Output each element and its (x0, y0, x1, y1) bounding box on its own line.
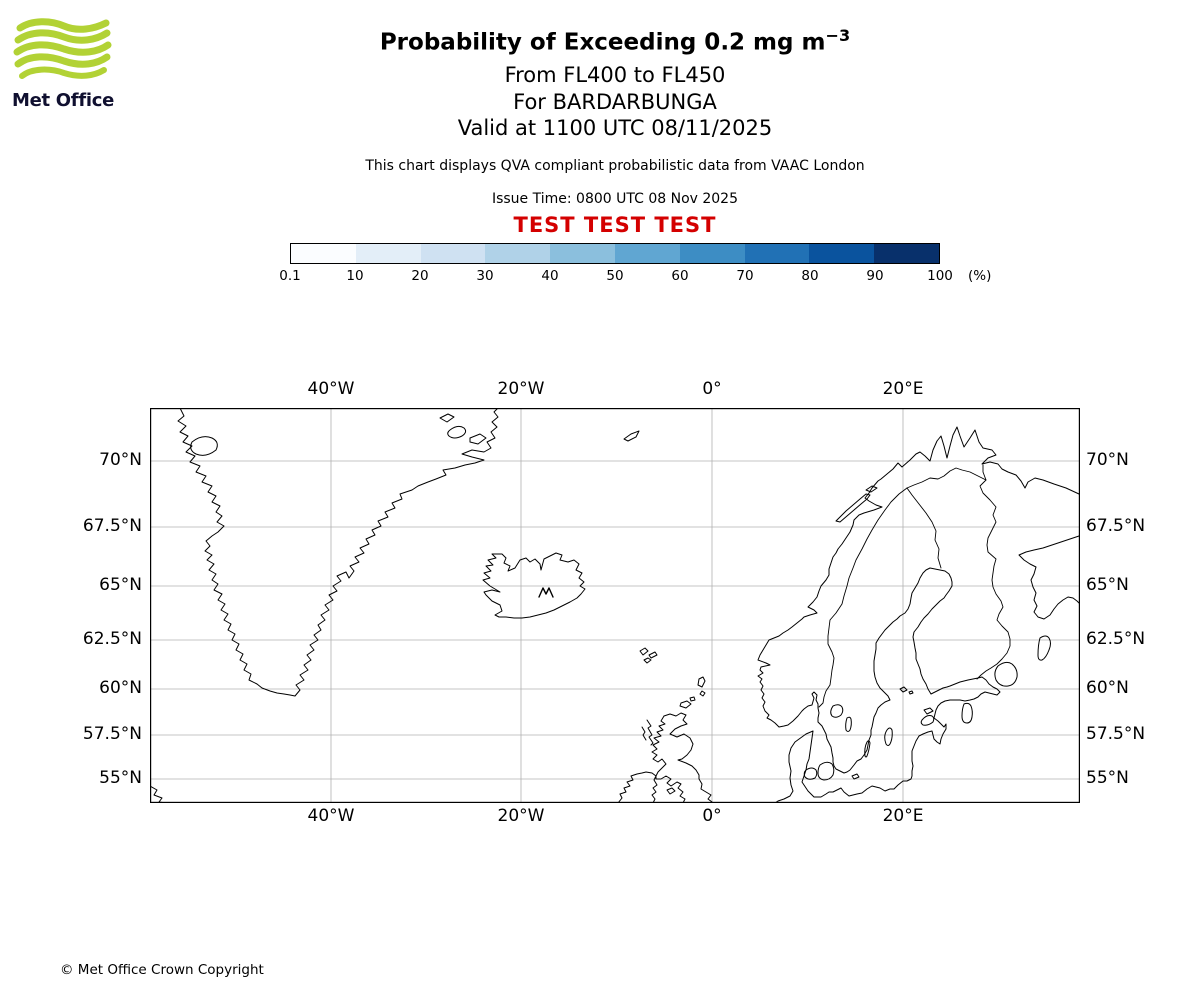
coastline-greenland (177, 407, 499, 697)
coastline-jan-mayen (623, 430, 640, 442)
axis-label-left: 57.5°N (82, 724, 142, 744)
colorbar-segment (291, 244, 356, 263)
colorbar-segment (679, 244, 745, 263)
chart-title: Probability of Exceeding 0.2 mg m−3 (0, 26, 1200, 56)
colorbar-tick-label: 20 (411, 268, 429, 284)
colorbar-tick-label: 80 (801, 268, 819, 284)
coastline-faroes (639, 647, 658, 664)
colorbar-tick-label: 60 (671, 268, 689, 284)
colorbar-segment (744, 244, 810, 263)
coastline-british-isles (617, 712, 713, 804)
axis-label-bottom: 20°W (497, 806, 545, 826)
colorbar-segment (355, 244, 421, 263)
colorbar-tick-label: 30 (476, 268, 494, 284)
grid-lines (150, 408, 1080, 803)
chart-description: This chart displays QVA compliant probab… (365, 158, 865, 174)
axis-label-left: 60°N (99, 678, 142, 698)
axis-label-left: 67.5°N (82, 516, 142, 536)
colorbar-segment (550, 244, 615, 263)
coastline-white-sea (1018, 535, 1080, 620)
axis-label-bottom: 0° (702, 806, 722, 826)
logo-wordmark: Met Office (12, 90, 115, 111)
axis-label-right: 67.5°N (1086, 516, 1146, 536)
map-panel (149, 407, 1080, 804)
axis-label-right: 70°N (1086, 450, 1129, 470)
colorbar-tick-label: 90 (866, 268, 884, 284)
colorbar-tick-label: 100 (927, 268, 953, 284)
logo-waves-icon (13, 18, 112, 79)
axis-label-left: 62.5°N (82, 629, 142, 649)
colorbar (290, 243, 940, 264)
coastline-iceland (482, 552, 586, 619)
axis-label-top: 40°W (307, 379, 355, 399)
colorbar-tick-label: 10 (346, 268, 364, 284)
axis-label-left: 70°N (99, 450, 142, 470)
subtitle-valid-time: Valid at 1100 UTC 08/11/2025 (457, 116, 773, 140)
colorbar-segment (614, 244, 680, 263)
axis-label-right: 55°N (1086, 768, 1129, 788)
subtitle-flight-levels: From FL400 to FL450 (504, 63, 726, 87)
map (149, 407, 1080, 804)
axis-label-right: 60°N (1086, 678, 1129, 698)
axis-label-right: 65°N (1086, 575, 1129, 595)
axis-label-left: 55°N (99, 768, 142, 788)
lakes (830, 635, 1051, 732)
colorbar-unit-label: (%) (968, 268, 992, 284)
coastline-labrador (149, 785, 167, 804)
country-borders (818, 464, 1011, 708)
axis-label-bottom: 40°W (307, 806, 355, 826)
axis-label-bottom: 20°E (882, 806, 924, 826)
colorbar-tick-label: 70 (736, 268, 754, 284)
subtitle-volcano: For BARDARBUNGA (513, 90, 717, 114)
colorbar-segment (485, 244, 551, 263)
axis-label-top: 20°W (497, 379, 545, 399)
met-office-logo: Met Office (12, 18, 122, 111)
colorbar-tick-label: 0.1 (279, 268, 301, 284)
axis-label-left: 65°N (99, 575, 142, 595)
volcano-marker-icon (538, 587, 554, 598)
axis-label-top: 20°E (882, 379, 924, 399)
colorbar-segment (874, 244, 939, 263)
colorbar-tick-label: 40 (541, 268, 559, 284)
coastline-shetland-orkney (679, 676, 706, 709)
colorbar-tick-label: 50 (606, 268, 624, 284)
colorbar-ticks: 0.1 10 20 30 40 50 60 70 80 90 100 (279, 268, 990, 286)
axis-label-right: 62.5°N (1086, 629, 1146, 649)
map-border (150, 408, 1080, 803)
colorbar-segments (291, 244, 939, 263)
chart-title-text: Probability of Exceeding 0.2 mg m (379, 29, 826, 56)
axis-label-top: 0° (702, 379, 722, 399)
colorbar-segment (420, 244, 486, 263)
title-superscript: −3 (825, 26, 851, 45)
coastline-scandinavia (757, 426, 1080, 804)
issue-time: Issue Time: 0800 UTC 08 Nov 2025 (491, 191, 739, 207)
footer-copyright: © Met Office Crown Copyright (60, 962, 264, 978)
colorbar-segment (809, 244, 875, 263)
test-banner: TEST TEST TEST (513, 213, 717, 237)
axis-label-right: 57.5°N (1086, 724, 1146, 744)
